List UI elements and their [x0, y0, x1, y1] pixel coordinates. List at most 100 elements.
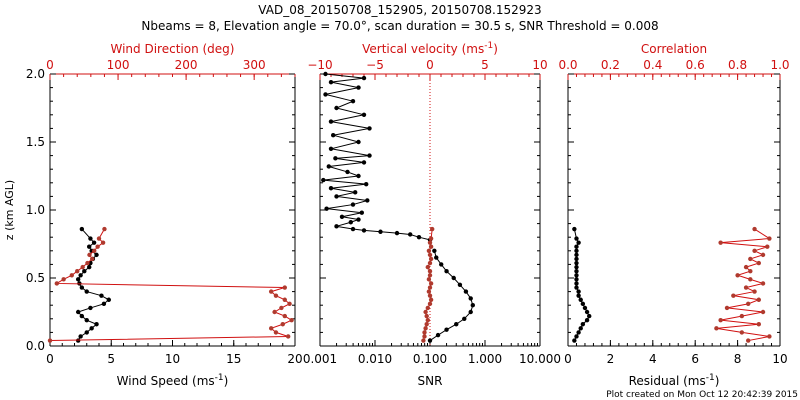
xtick-bottom-label: 10	[772, 352, 787, 366]
point-correlation	[767, 236, 772, 241]
point-residual	[574, 285, 579, 290]
point-residual	[578, 297, 583, 302]
xtick-top-label: 0.2	[601, 58, 620, 72]
point-wind-speed	[106, 297, 112, 302]
point-snr	[427, 338, 433, 343]
point-correlation	[760, 281, 766, 286]
point-snr	[468, 309, 473, 315]
point-vertical-velocity-lower-	[426, 248, 432, 253]
point-vertical-velocity	[328, 146, 334, 151]
xlabel-top-residual: Correlation	[641, 42, 707, 56]
xtick-bottom-label: 10	[165, 352, 180, 366]
point-residual	[587, 313, 592, 319]
point-vertical-velocity-lower-	[421, 338, 426, 343]
xtick-bottom-label: 20	[287, 352, 302, 366]
point-vertical-velocity	[361, 228, 367, 233]
panel-wind: 0.00.51.01.52.0z (km AGL)0 5 10 15 200 100 200…	[3, 58, 303, 366]
point-residual	[572, 226, 577, 232]
panels: 0.00.51.01.52.0z (km AGL)0 5 10 15 200 100 200…	[3, 41, 790, 388]
point-vertical-velocity	[350, 99, 356, 104]
xtick-bottom-label: 0.100	[413, 352, 447, 366]
xtick-bottom-label: 4	[649, 352, 657, 366]
point-correlation	[743, 264, 749, 270]
point-wind-direction	[80, 264, 85, 270]
xlabel-bottom-wind: Wind Speed (ms-1)	[117, 373, 229, 388]
point-residual	[584, 317, 590, 323]
point-wind-direction	[282, 313, 287, 319]
point-wind-direction	[92, 248, 97, 253]
point-wind-speed	[88, 236, 93, 241]
point-vertical-velocity-lower-	[427, 240, 433, 245]
point-residual	[576, 293, 581, 298]
point-wind-direction	[282, 297, 287, 302]
xlabel-bottom-vertical: SNR	[418, 374, 443, 388]
point-residual	[576, 240, 581, 245]
point-vertical-velocity	[367, 126, 372, 131]
xtick-top-label: 0	[46, 58, 54, 72]
xlabel-top-vertical: Vertical velocity (ms-1)	[362, 41, 498, 56]
point-vertical-velocity	[345, 169, 350, 175]
point-wind-speed	[94, 252, 99, 258]
point-vertical-velocity	[364, 181, 369, 187]
point-correlation	[724, 305, 730, 311]
point-vertical-velocity	[328, 186, 334, 191]
xtick-bottom-label: 5	[107, 352, 115, 366]
xtick-top-label: 0.0	[558, 58, 577, 72]
point-wind-speed	[88, 305, 93, 311]
point-correlation	[756, 297, 761, 302]
point-wind-direction	[54, 281, 60, 286]
point-snr	[468, 296, 473, 301]
title-line2: Nbeams = 8, Elevation angle = 70.0°, sca…	[141, 19, 658, 33]
point-residual	[574, 269, 579, 274]
point-vertical-velocity-lower-	[427, 293, 433, 298]
point-wind-speed	[84, 317, 89, 323]
point-residual	[574, 248, 579, 253]
point-vertical-velocity	[334, 105, 339, 111]
point-wind-direction	[272, 309, 277, 315]
point-vertical-velocity	[367, 153, 372, 158]
xtick-top-label: 10	[532, 58, 547, 72]
point-wind-direction	[282, 285, 287, 290]
point-vertical-velocity-lower-	[428, 281, 434, 286]
point-snr	[462, 316, 467, 321]
point-vertical-velocity	[350, 226, 356, 232]
point-wind-direction	[268, 289, 274, 294]
point-wind-speed	[78, 334, 83, 339]
xtick-top-label: 100	[107, 58, 130, 72]
point-wind-direction	[89, 256, 95, 262]
point-correlation	[718, 240, 723, 245]
title-line1: VAD_08_20150708_152905, 20150708.152923	[258, 3, 541, 17]
point-correlation	[739, 313, 745, 319]
point-correlation	[718, 317, 723, 323]
xtick-bottom-label: 0.010	[358, 352, 392, 366]
point-correlation	[714, 326, 719, 331]
point-wind-direction	[100, 240, 106, 245]
point-wind-speed	[84, 289, 89, 294]
point-snr	[444, 269, 449, 274]
point-residual	[574, 264, 579, 270]
point-vertical-velocity-lower-	[428, 244, 434, 249]
point-vertical-velocity-lower-	[427, 252, 433, 258]
point-wind-speed	[75, 277, 81, 282]
point-wind-direction	[279, 305, 284, 311]
point-vertical-velocity-lower-	[424, 313, 429, 319]
point-snr	[457, 282, 463, 287]
point-vertical-velocity	[323, 71, 328, 77]
point-vertical-velocity-lower-	[430, 226, 435, 232]
point-wind-direction	[47, 338, 53, 343]
point-correlation	[760, 309, 766, 315]
point-vertical-velocity	[334, 224, 339, 229]
point-vertical-velocity-lower-	[426, 289, 432, 294]
point-residual	[574, 273, 579, 278]
point-correlation	[756, 322, 761, 327]
point-vertical-velocity-lower-	[427, 269, 433, 274]
point-wind-speed	[99, 293, 104, 298]
point-residual	[578, 326, 583, 331]
point-correlation	[752, 226, 757, 232]
point-vertical-velocity	[350, 202, 356, 207]
xtick-bottom-label: 1.000	[468, 352, 502, 366]
point-vertical-velocity	[324, 206, 329, 211]
point-snr	[439, 262, 444, 267]
point-vertical-velocity	[359, 210, 364, 215]
